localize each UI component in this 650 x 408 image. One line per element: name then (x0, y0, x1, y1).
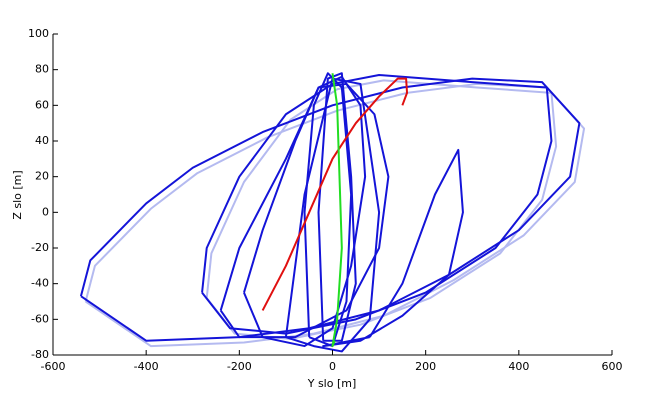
trajectory (317, 72, 357, 342)
y-tick-label: 20 (35, 170, 49, 183)
trajectory (79, 77, 581, 342)
trajectory (84, 82, 586, 348)
trajectory (303, 72, 353, 348)
trajectory (322, 148, 464, 348)
x-tick-label: -400 (134, 360, 159, 373)
y-tick-label: -60 (31, 312, 49, 325)
x-tick-label: 400 (508, 360, 529, 373)
y-tick-label: 60 (35, 98, 49, 111)
x-axis-label: Y slo [m] (307, 377, 357, 390)
y-tick-label: 100 (28, 27, 49, 40)
y-tick-label: -40 (31, 277, 49, 290)
x-tick-label: 0 (329, 360, 336, 373)
trajectory (284, 77, 381, 353)
x-tick-label: 600 (602, 360, 623, 373)
y-tick-label: 40 (35, 134, 49, 147)
x-tick-label: 200 (415, 360, 436, 373)
y-tick-label: -20 (31, 241, 49, 254)
y-tick-label: -80 (31, 348, 49, 361)
x-tick-label: -600 (41, 360, 66, 373)
trajectory (243, 75, 367, 348)
x-tick-label: -200 (227, 360, 252, 373)
trajectory (201, 74, 553, 335)
trajectory (261, 77, 409, 311)
y-tick-label: 0 (42, 205, 49, 218)
y-tick-label: 80 (35, 63, 49, 76)
trajectory (331, 73, 343, 348)
y-axis-label: Z slo [m] (11, 170, 24, 219)
